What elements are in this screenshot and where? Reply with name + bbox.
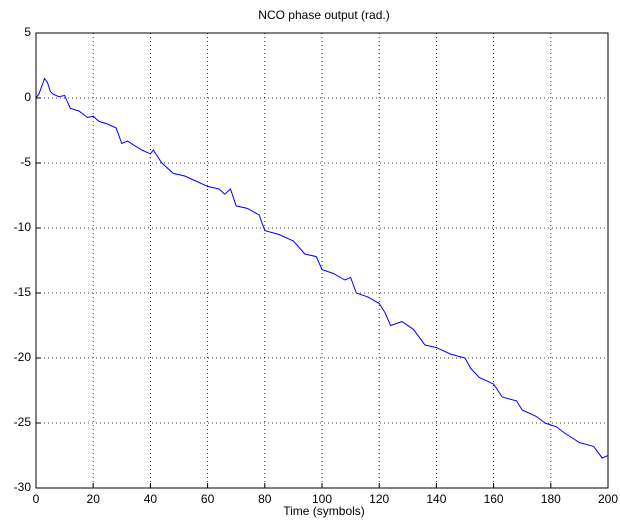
y-tick-label: 0 [24,90,31,104]
data-line [35,77,609,459]
y-tick-label: -10 [14,220,32,234]
plot-area [36,33,608,488]
x-tick-label: 0 [33,492,40,506]
y-tick-label: -20 [14,350,32,364]
y-tick-label: -5 [20,155,31,169]
plot-frame [35,32,609,489]
y-tick-label: -30 [14,480,32,494]
x-tick-label: 100 [312,492,332,506]
x-tick-label: 160 [484,492,504,506]
x-tick-label: 60 [201,492,215,506]
x-tick-label: 80 [258,492,272,506]
x-tick-label: 180 [541,492,561,506]
x-axis-label: Time (symbols) [283,504,365,518]
x-tick-label: 200 [598,492,618,506]
y-tick-label: -25 [14,415,32,429]
x-tick-label: 20 [87,492,101,506]
y-tick-label: 5 [24,25,31,39]
y-tick-label: -15 [14,285,32,299]
x-tick-label: 120 [369,492,389,506]
x-tick-label: 40 [144,492,158,506]
x-tick-label: 140 [426,492,446,506]
chart-title: NCO phase output (rad.) [258,8,389,22]
